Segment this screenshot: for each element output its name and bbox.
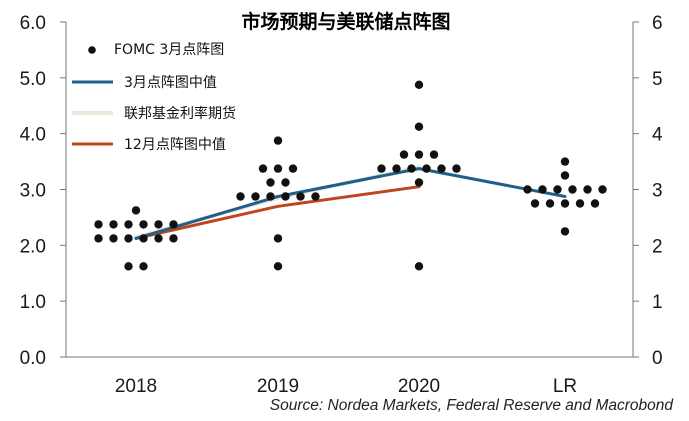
fomc-dot [94,220,103,229]
fomc-dot [414,80,424,90]
legend-label: FOMC 3月点阵图 [114,42,224,58]
fomc-dot [273,262,283,271]
x-tick-label: 2019 [257,376,299,397]
fomc-dot [598,185,607,194]
fomc-dot [560,199,570,208]
series-line-1 [134,167,567,240]
fomc-dot [273,136,283,145]
right-y-tick-label: 4 [652,125,663,146]
fomc-dot [545,199,555,208]
chart-title: 市场预期与美联储点阵图 [241,10,450,33]
fomc-dot [296,192,305,201]
x-tick-labels: 2018 2019 2020 LR [115,376,577,397]
fomc-dot [266,178,275,187]
right-y-tick-label: 6 [652,13,663,34]
right-y-tick-label: 1 [652,292,663,313]
fomc-dot [429,150,439,159]
series-lines [134,165,567,240]
fomc-dot [169,234,178,243]
left-y-tick-label: 3.0 [20,181,46,202]
fomc-dot [422,164,431,173]
legend-label: 联邦基金利率期货 [124,105,236,122]
series-line-3 [134,185,421,240]
fomc-dot [288,164,298,173]
right-y-tick-label: 0 [652,348,663,369]
fomc-dot [124,234,133,243]
fomc-dot [553,185,562,194]
fomc-dot [258,164,268,173]
fomc-dot [583,185,592,194]
fomc-dot [236,192,245,201]
legend-marker-fomc-dots [88,46,96,54]
x-tick-label: 2020 [398,376,440,397]
left-y-tick-label: 1.0 [20,292,46,313]
left-y-tick-labels: 0.0 1.0 2.0 3.0 4.0 5.0 6.0 [20,13,66,369]
fomc-dot [109,220,118,229]
left-y-tick-label: 5.0 [20,69,46,90]
fomc-dot [560,171,570,180]
fomc-dot [139,220,148,229]
fomc-dot [94,234,103,243]
fomc-dot [399,150,409,159]
fomc-dot [377,164,386,173]
fomc-dot [538,185,547,194]
right-y-tick-label: 2 [652,236,663,257]
fomc-dot [139,234,148,243]
legend-label: 12月点阵图中值 [124,137,226,153]
fomc-dot [131,206,141,215]
fomc-dot [392,164,401,173]
fomc-dot [414,122,424,131]
fomc-dot [407,164,416,173]
x-tick-label: 2018 [115,376,157,397]
fomc-dot [568,185,577,194]
fomc-dot [154,234,163,243]
right-y-tick-labels: 0 1 2 3 4 5 6 [633,13,663,369]
fomc-dot [251,192,260,201]
source-note: Source: Nordea Markets, Federal Reserve … [270,397,675,414]
fomc-dot [281,178,290,187]
x-tick-label: LR [553,376,577,397]
left-y-tick-label: 0.0 [20,348,46,369]
fomc-dots [94,80,607,271]
fomc-dot [530,199,540,208]
fomc-dot [560,157,570,166]
fomc-dot [139,262,148,271]
fomc-dot [437,164,446,173]
fomc-dot [311,192,320,201]
fomc-dot [124,262,133,271]
fomc-dot [273,164,283,173]
legend-label: 3月点阵图中值 [124,75,217,91]
fomc-dot [109,234,118,243]
fomc-dot [414,178,424,187]
fomc-dot [124,220,133,229]
left-y-tick-label: 4.0 [20,125,46,146]
fomc-dot [560,227,570,236]
fomc-dot [590,199,600,208]
fomc-dot [169,220,178,229]
fomc-dot [523,185,532,194]
fomc-dot [154,220,163,229]
right-y-tick-label: 5 [652,69,663,90]
right-y-tick-label: 3 [652,181,663,202]
fomc-dot [414,262,424,271]
fomc-dot [273,234,283,243]
fomc-dot [414,150,424,159]
fomc-dot [575,199,585,208]
left-y-tick-label: 6.0 [20,13,46,34]
fomc-dot [266,192,275,201]
fomc-dot [452,164,461,173]
left-y-tick-label: 2.0 [20,236,46,257]
fomc-dot [281,192,290,201]
